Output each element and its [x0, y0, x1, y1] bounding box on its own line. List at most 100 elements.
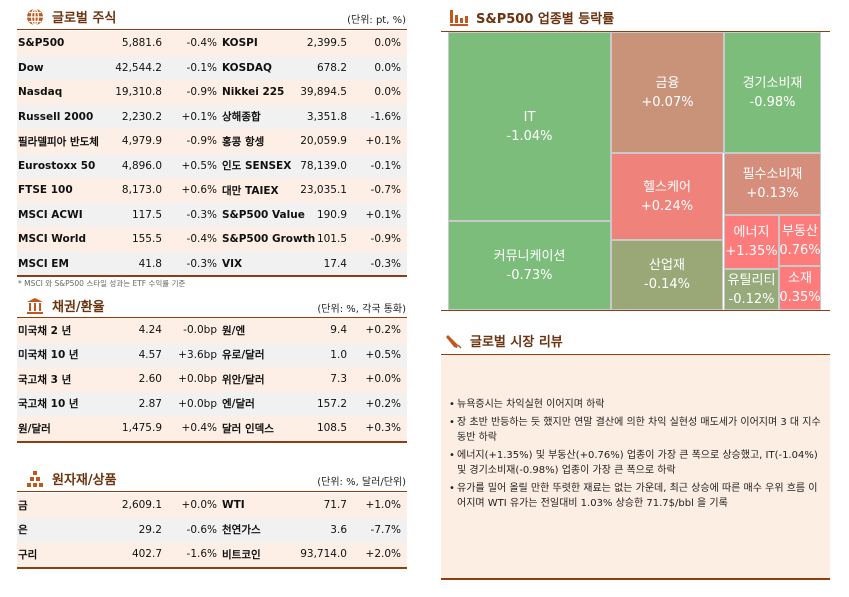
- value-cell: 20,059.9: [300, 135, 347, 148]
- treemap-cell: 소재 0.35%: [779, 266, 821, 310]
- table-row: 금 2,609.1 +0.0% WTI 71.7 +1.0%: [17, 493, 407, 518]
- value-cell: 4.24: [138, 324, 162, 337]
- value-cell: 2.60: [138, 373, 162, 386]
- divider: [441, 354, 830, 355]
- change-cell: +0.1%: [365, 135, 401, 148]
- change-cell: -0.3%: [186, 208, 217, 221]
- name-cell: 인도 SENSEX: [222, 160, 292, 173]
- review-bullets: 뉴욕증시는 차익실현 이어지며 하락 장 초반 반등하는 듯 했지만 연말 결산…: [449, 397, 824, 514]
- change-cell: -0.7%: [370, 184, 401, 197]
- bank-icon: [27, 297, 43, 314]
- value-cell: 2,230.2: [121, 110, 162, 123]
- name-cell: S&P500 Value: [222, 208, 305, 221]
- value-cell: 29.2: [138, 523, 162, 536]
- change-cell: -0.9%: [186, 86, 217, 99]
- name-cell: Russell 2000: [18, 110, 94, 123]
- value-cell: 190.9: [316, 208, 347, 221]
- name-cell: 천연가스: [222, 524, 261, 537]
- review-bullet: 장 초반 반등하는 듯 했지만 연말 결산에 의한 차익 실현성 매도세가 이어…: [449, 415, 824, 445]
- sector-change: -0.14%: [644, 277, 690, 292]
- table-row: MSCI ACWI 117.5 -0.3% S&P500 Value 190.9 +0.1…: [17, 202, 407, 227]
- value-cell: 8,173.0: [121, 184, 162, 197]
- value-cell: 101.5: [316, 233, 347, 246]
- name-cell: Nikkei 225: [222, 86, 285, 99]
- change-cell: +2.0%: [365, 548, 401, 561]
- divider: [17, 29, 407, 30]
- change-cell: -0.0bp: [183, 324, 217, 337]
- pen-icon: [446, 334, 462, 349]
- change-cell: +0.5%: [365, 348, 401, 361]
- table-row: Eurostoxx 50 4,896.0 +0.5% 인도 SENSEX 78,139.…: [17, 153, 407, 178]
- name-cell: S&P500 Growth: [222, 233, 316, 246]
- name-cell: KOSDAQ: [222, 61, 272, 74]
- section-title: 채권/환율: [52, 300, 105, 315]
- name-cell: VIX: [222, 257, 243, 270]
- change-cell: -0.1%: [186, 61, 217, 74]
- name-cell: 달러 인덱스: [222, 422, 274, 435]
- name-cell: 엔/달러: [222, 398, 255, 411]
- divider: [17, 441, 407, 443]
- treemap-cell: 필수소비재 +0.13%: [724, 153, 821, 215]
- change-cell: 0.0%: [374, 37, 401, 50]
- name-cell: 은: [18, 524, 28, 537]
- unit-label: (단위: %, 각국 통화): [317, 304, 406, 315]
- value-cell: 2,609.1: [121, 499, 162, 512]
- globe-icon: [27, 7, 43, 26]
- sector-name: 커뮤니케이션: [493, 248, 566, 264]
- change-cell: 0.0%: [374, 61, 401, 74]
- change-cell: +0.1%: [181, 110, 217, 123]
- name-cell: KOSPI: [222, 37, 258, 50]
- change-cell: +0.0%: [365, 373, 401, 386]
- sector-change: -0.98%: [749, 94, 796, 110]
- unit-label: (단위: pt, %): [347, 15, 406, 26]
- divider: [441, 578, 830, 580]
- sector-name: 유틸리티: [727, 272, 776, 288]
- sector-name: IT: [523, 109, 536, 125]
- sector-name: 경기소비재: [742, 75, 803, 91]
- value-cell: 402.7: [131, 548, 162, 561]
- sector-change: +0.07%: [641, 94, 694, 110]
- name-cell: 상해종합: [222, 111, 261, 124]
- sector-change: -0.12%: [728, 291, 775, 307]
- value-cell: 17.4: [323, 257, 347, 270]
- treemap-cell: 헬스케어 +0.24%: [611, 153, 723, 240]
- section-title: 원자재/상품: [52, 473, 117, 488]
- name-cell: 금: [18, 499, 28, 512]
- change-cell: 0.0%: [374, 86, 401, 99]
- table-row: Nasdaq 19,310.8 -0.9% Nikkei 225 39,894.5 0.0…: [17, 80, 407, 105]
- divider: [441, 31, 830, 32]
- change-cell: +3.6bp: [178, 348, 217, 361]
- name-cell: 미국채 2 년: [18, 324, 72, 337]
- treemap-cell: 에너지 +1.35%: [724, 215, 779, 269]
- table-row: 국고채 10 년 2.87 +0.0bp 엔/달러 157.2 +0.2%: [17, 391, 407, 416]
- table-row: 은 29.2 -0.6% 천연가스 3.6 -7.7%: [17, 517, 407, 542]
- name-cell: 위안/달러: [222, 373, 265, 386]
- name-cell: 국고채 10 년: [18, 398, 79, 411]
- value-cell: 19,310.8: [115, 86, 162, 99]
- review-header: 글로벌 시장 리뷰: [446, 331, 563, 350]
- change-cell: -0.4%: [186, 233, 217, 246]
- table-row: FTSE 100 8,173.0 +0.6% 대만 TAIEX 23,035.1 -0.7…: [17, 178, 407, 203]
- name-cell: 미국채 10 년: [18, 349, 79, 362]
- sector-name: 헬스케어: [643, 179, 691, 195]
- value-cell: 2.87: [138, 397, 162, 410]
- review-box: 뉴욕증시는 차익실현 이어지며 하락 장 초반 반등하는 듯 했지만 연말 결산…: [441, 355, 830, 578]
- value-cell: 78,139.0: [300, 159, 347, 172]
- change-cell: -0.3%: [370, 257, 401, 270]
- divider: [17, 275, 407, 277]
- change-cell: -0.1%: [370, 159, 401, 172]
- review-bullet: 유가를 밀어 올릴 만한 뚜렷한 재료는 없는 가운데, 최근 상승에 따른 매…: [449, 481, 824, 511]
- bar-chart-icon: [450, 9, 468, 26]
- divider: [17, 317, 407, 318]
- table-row: S&P500 5,881.6 -0.4% KOSPI 2,399.5 0.0%: [17, 31, 407, 56]
- value-cell: 155.5: [131, 233, 162, 246]
- name-cell: Dow: [18, 61, 44, 74]
- value-cell: 4.57: [138, 348, 162, 361]
- change-cell: -0.4%: [186, 37, 217, 50]
- treemap-cell: 경기소비재 -0.98%: [724, 32, 821, 153]
- value-cell: 71.7: [323, 499, 347, 512]
- change-cell: +0.5%: [181, 159, 217, 172]
- bonds-fx-table: 미국채 2 년 4.24 -0.0bp 원/엔 9.4 +0.2% 미국채 10 년 4.57…: [17, 318, 407, 441]
- sector-change: -0.73%: [506, 267, 553, 283]
- global-equity-table: S&P500 5,881.6 -0.4% KOSPI 2,399.5 0.0% Dow 42,…: [17, 31, 407, 276]
